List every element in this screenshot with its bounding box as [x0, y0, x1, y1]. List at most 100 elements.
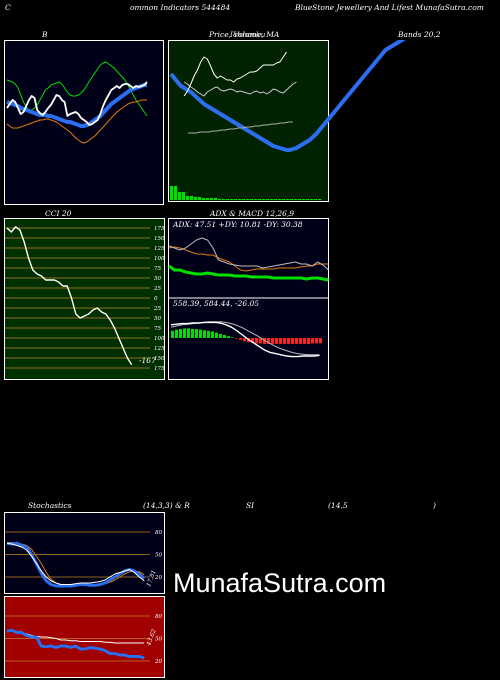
price-ma-long-line	[187, 121, 293, 134]
volume-bar	[186, 196, 190, 200]
volume-bar	[226, 199, 230, 200]
volume-bar	[306, 199, 310, 200]
stoch-k-line	[6, 541, 146, 588]
header-stock-title: BlueStone Jewellery And Lifest MunafaSut…	[295, 3, 484, 12]
rsi-tick-label: 80	[155, 614, 162, 620]
cci-panel: 175 150 125 100 75 50 25 0 25 50 75 100 125 150 175 -16…	[4, 218, 166, 380]
volume-bar	[314, 199, 318, 200]
macd-histogram-bar	[259, 338, 262, 344]
rsi-tick-label: 20	[154, 659, 162, 665]
volume-bar	[274, 199, 278, 200]
volume-bar	[282, 199, 286, 200]
cci-line	[6, 226, 133, 366]
volume-bar	[262, 199, 266, 200]
price-chart	[168, 40, 406, 202]
cci-tick-label: 75	[154, 266, 161, 272]
bollinger-lower-line	[6, 99, 147, 144]
macd-histogram-bar	[239, 338, 242, 340]
macd-histogram-bar	[303, 338, 306, 344]
macd-histogram-bar	[287, 338, 290, 344]
cci-tick-label: 50	[154, 276, 161, 282]
macd-histogram-bar	[235, 338, 238, 339]
macd-histogram-bar	[215, 332, 218, 338]
cci-tick-label: 100	[154, 256, 165, 262]
label-rsi-params: (14,5	[328, 501, 348, 510]
cci-tick-label: 125	[154, 346, 165, 352]
macd-histogram-bar	[307, 338, 310, 344]
volume-bar	[286, 199, 290, 200]
macd-histogram-bar	[255, 338, 258, 344]
macd-histogram-bar	[219, 333, 222, 338]
volume-bar	[254, 199, 258, 200]
stochastics-panel: 80 50 20 17.81	[4, 512, 166, 594]
macd-histogram-bar	[175, 329, 178, 338]
price-close-line	[183, 51, 287, 97]
volume-bar	[294, 199, 298, 200]
volume-bar	[270, 199, 274, 200]
macd-histogram-bar	[267, 338, 270, 344]
macd-histogram-bar	[291, 338, 294, 344]
bollinger-panel	[4, 40, 164, 205]
cci-tick-label: 175	[154, 226, 165, 232]
adx-minus-di-line	[168, 246, 329, 272]
volume-bar	[206, 198, 210, 200]
macd-histogram-bar	[311, 338, 314, 344]
macd-histogram-bar	[191, 329, 194, 338]
volume-bar	[298, 199, 302, 200]
volume-bar	[234, 199, 238, 200]
volume-bar	[194, 197, 198, 200]
label-ichimoku: Ichimoku	[230, 30, 266, 39]
macd-histogram-bar	[251, 338, 254, 343]
label-cci: CCI 20	[45, 209, 72, 218]
macd-histogram-bar	[231, 337, 234, 338]
macd-histogram-bar	[207, 330, 210, 338]
macd-histogram-bar	[179, 329, 182, 338]
price-panel	[168, 40, 498, 202]
header-indicators: ommon Indicators 544484	[130, 3, 231, 12]
volume-bar	[170, 186, 174, 200]
stoch-slow-line	[6, 542, 145, 585]
label-b: B	[42, 30, 48, 39]
macd-histogram-bar	[187, 328, 190, 338]
cci-tick-label: 175	[154, 366, 165, 372]
volume-bar	[318, 199, 322, 200]
macd-histogram-bar	[279, 338, 282, 344]
adx-plus-di-line	[168, 264, 329, 282]
watermark: MunafaSutra.com	[173, 568, 387, 598]
cci-tick-label: 100	[154, 336, 165, 342]
label-stoch-params: (14,3,3) & R	[143, 501, 190, 510]
macd-readout: 558.39, 584.44, -26.05	[173, 299, 259, 308]
cci-tick-label: 125	[154, 246, 165, 252]
macd-histogram-bar	[283, 338, 286, 344]
cci-chart: 1751501251007550250255075100125150175-16…	[4, 218, 165, 380]
label-bands: Bands 20,2	[398, 30, 441, 39]
cci-tick-label: 150	[154, 236, 165, 242]
cci-tick-label: 75	[154, 326, 161, 332]
price-ma-blue-line	[169, 40, 406, 152]
macd-histogram-bar	[263, 338, 266, 344]
macd-histogram-bar	[183, 328, 186, 338]
macd-histogram-bar	[295, 338, 298, 344]
volume-bar	[310, 199, 314, 200]
macd-histogram-bar	[271, 338, 274, 344]
volume-bar	[174, 186, 178, 200]
volume-bar	[238, 199, 242, 200]
header-c: C	[5, 3, 11, 12]
volume-bar	[250, 199, 254, 200]
cci-tick-label: 50	[154, 316, 161, 322]
macd-histogram-bar	[199, 329, 202, 338]
rsi-panel: 80 50 20 43.62	[4, 596, 166, 678]
cci-tick-label: 0	[154, 296, 158, 302]
volume-bar	[266, 199, 270, 200]
macd-line	[170, 321, 320, 358]
macd-histogram-bar	[195, 329, 198, 338]
macd-histogram-bar	[227, 336, 230, 338]
rsi-tick-label: 50	[155, 637, 162, 643]
volume-bar	[218, 199, 222, 200]
volume-bar	[210, 198, 214, 200]
cci-tick-label: 25	[153, 286, 161, 292]
cci-last-value: -167	[139, 356, 156, 365]
label-si: SI	[246, 501, 255, 510]
rsi-line	[6, 628, 145, 660]
